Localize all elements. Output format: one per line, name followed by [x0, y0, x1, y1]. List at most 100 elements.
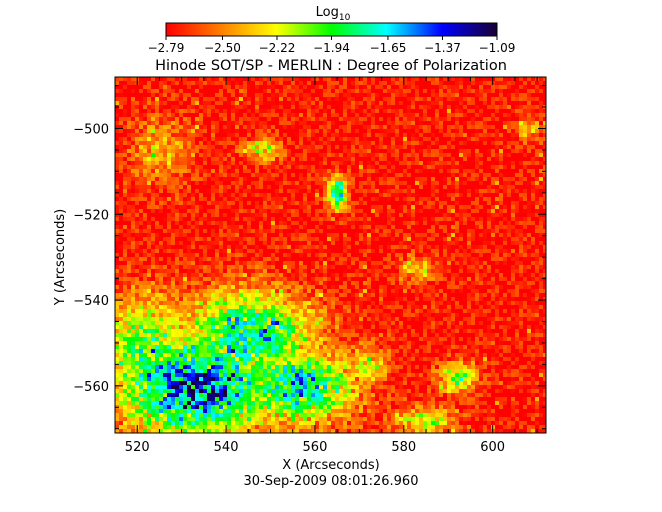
heatmap-cell	[211, 209, 215, 213]
heatmap-cell	[275, 165, 279, 169]
heatmap-cell	[471, 189, 475, 193]
heatmap-cell	[419, 185, 423, 189]
heatmap-cell	[311, 217, 315, 221]
heatmap-cell	[503, 145, 507, 149]
heatmap-cell	[535, 105, 539, 109]
heatmap-cell	[527, 105, 531, 109]
heatmap-cell	[435, 213, 439, 217]
heatmap-cell	[279, 217, 283, 221]
heatmap-cell	[383, 117, 387, 121]
heatmap-cell	[231, 89, 235, 93]
heatmap-cell	[407, 249, 411, 253]
heatmap-cell	[463, 257, 467, 261]
heatmap-cell	[455, 229, 459, 233]
heatmap-cell	[451, 257, 455, 261]
heatmap-cell	[151, 201, 155, 205]
heatmap-cell	[343, 169, 347, 173]
heatmap-cell	[139, 245, 143, 249]
heatmap-cell	[119, 85, 123, 89]
heatmap-cell	[135, 101, 139, 105]
heatmap-cell	[395, 209, 399, 213]
heatmap-cell	[115, 149, 119, 153]
heatmap-cell	[203, 253, 207, 257]
heatmap-cell	[447, 117, 451, 121]
heatmap-cell	[275, 85, 279, 89]
heatmap-cell	[307, 89, 311, 93]
heatmap-cell	[527, 189, 531, 193]
heatmap-cell	[267, 153, 271, 157]
heatmap-cell	[539, 125, 543, 129]
heatmap-cell	[247, 85, 251, 89]
heatmap-cell	[467, 185, 471, 189]
heatmap-cell	[399, 105, 403, 109]
heatmap-cell	[503, 249, 507, 253]
heatmap-cell	[507, 189, 511, 193]
heatmap-cell	[287, 237, 291, 241]
heatmap-cell	[363, 77, 367, 81]
heatmap-cell	[455, 189, 459, 193]
heatmap-cell	[307, 177, 311, 181]
heatmap-cell	[307, 125, 311, 129]
heatmap-cell	[199, 185, 203, 189]
heatmap-cell	[291, 145, 295, 149]
heatmap-cell	[259, 205, 263, 209]
heatmap-cell	[219, 133, 223, 137]
heatmap-cell	[451, 241, 455, 245]
heatmap-cell	[207, 249, 211, 253]
heatmap-cell	[539, 233, 543, 237]
heatmap-cell	[539, 85, 543, 89]
heatmap-cell	[439, 85, 443, 89]
heatmap-cell	[467, 157, 471, 161]
heatmap-cell	[231, 189, 235, 193]
heatmap-cell	[367, 201, 371, 205]
heatmap-cell	[519, 193, 523, 197]
heatmap-cell	[347, 105, 351, 109]
heatmap-cell	[431, 137, 435, 141]
heatmap-cell	[351, 173, 355, 177]
heatmap-cell	[359, 105, 363, 109]
heatmap-cell	[335, 145, 339, 149]
heatmap-cell	[427, 165, 431, 169]
heatmap-cell	[139, 205, 143, 209]
heatmap-cell	[163, 109, 167, 113]
heatmap-cell	[295, 97, 299, 101]
heatmap-cell	[295, 137, 299, 141]
heatmap-cell	[327, 145, 331, 149]
heatmap-cell	[503, 141, 507, 145]
heatmap-cell	[271, 161, 275, 165]
heatmap-cell	[427, 105, 431, 109]
heatmap-cell	[199, 213, 203, 217]
heatmap-cell	[287, 129, 291, 133]
heatmap-cell	[327, 237, 331, 241]
heatmap-cell	[283, 93, 287, 97]
heatmap-cell	[331, 105, 335, 109]
heatmap-cell	[491, 229, 495, 233]
heatmap-cell	[423, 77, 427, 81]
heatmap-cell	[335, 253, 339, 257]
heatmap-cell	[207, 121, 211, 125]
heatmap-cell	[523, 153, 527, 157]
heatmap-cell	[499, 245, 503, 249]
heatmap-cell	[499, 105, 503, 109]
heatmap-cell	[215, 257, 219, 261]
heatmap-cell	[231, 121, 235, 125]
heatmap-cell	[323, 229, 327, 233]
heatmap-cell	[375, 213, 379, 217]
heatmap-cell	[523, 133, 527, 137]
heatmap-cell	[539, 181, 543, 185]
heatmap-cell	[399, 177, 403, 181]
heatmap-cell	[467, 173, 471, 177]
heatmap-cell	[507, 221, 511, 225]
heatmap-cell	[539, 221, 543, 225]
heatmap-cell	[311, 129, 315, 133]
heatmap-cell	[439, 217, 443, 221]
heatmap-cell	[195, 241, 199, 245]
heatmap-cell	[355, 217, 359, 221]
heatmap-cell	[411, 225, 415, 229]
heatmap-cell	[519, 141, 523, 145]
heatmap-cell	[167, 189, 171, 193]
heatmap-cell	[215, 93, 219, 97]
heatmap-cell	[483, 201, 487, 205]
heatmap-cell	[459, 173, 463, 177]
heatmap-cell	[435, 81, 439, 85]
